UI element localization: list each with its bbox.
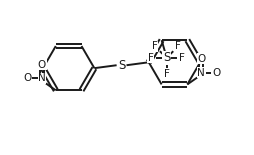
Text: S: S (117, 59, 125, 72)
Text: N: N (38, 73, 46, 84)
Text: N: N (197, 68, 204, 78)
Text: F: F (151, 41, 157, 51)
Text: F: F (147, 53, 153, 63)
Text: O: O (23, 73, 31, 84)
Text: F: F (163, 69, 169, 79)
Text: S: S (162, 51, 170, 64)
Text: F: F (174, 41, 180, 51)
Text: O: O (196, 54, 204, 64)
Text: O: O (211, 68, 219, 78)
Text: O: O (38, 60, 46, 70)
Text: F: F (179, 53, 185, 63)
